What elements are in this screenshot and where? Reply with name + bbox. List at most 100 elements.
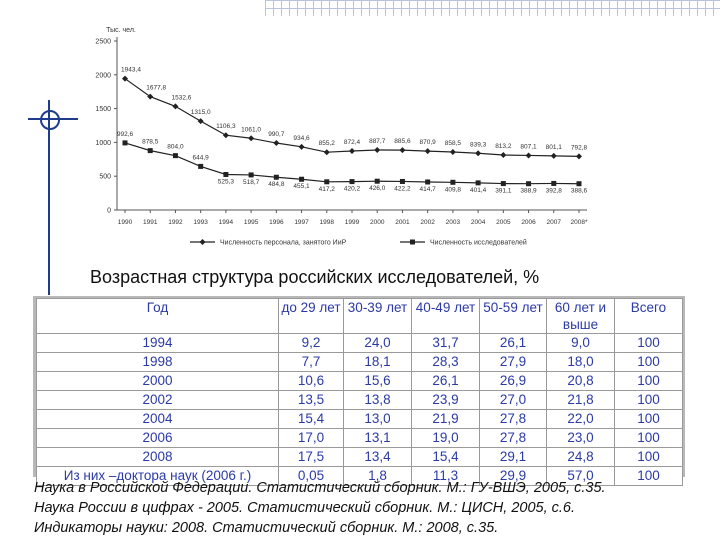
data-point-researchers <box>273 174 279 180</box>
value-cell: 19,0 <box>411 428 480 448</box>
x-tick-label: 1997 <box>294 219 309 226</box>
data-point-researchers <box>324 179 330 185</box>
data-label: 1943,4 <box>121 67 141 74</box>
data-label: 990,7 <box>268 131 285 138</box>
data-point-researchers <box>223 171 229 177</box>
line-chart: Тыс. чел. 0 500 1000 1500 2000 2500 1990 1991 199… <box>95 27 588 247</box>
data-point-personnel <box>500 152 507 159</box>
x-tick-label: 1993 <box>193 219 208 226</box>
table-row: 2008 17,5 13,4 15,4 29,1 24,8 100 <box>36 447 683 467</box>
year-cell: 2000 <box>36 371 279 391</box>
x-tick-label: 1992 <box>168 219 183 226</box>
data-label: 420,2 <box>344 186 361 193</box>
data-label: 414,7 <box>420 186 437 193</box>
grid-background-pattern <box>265 0 720 16</box>
data-point-personnel <box>273 140 280 147</box>
value-cell: 17,0 <box>278 428 344 448</box>
data-point-researchers <box>122 140 128 146</box>
value-cell: 23,0 <box>546 428 615 448</box>
value-cell: 21,9 <box>411 409 480 429</box>
year-cell: 2002 <box>36 390 279 410</box>
value-cell: 15,4 <box>278 409 344 429</box>
x-tick-label: 2000 <box>370 219 385 226</box>
value-cell: 100 <box>614 333 683 353</box>
data-label: 839,3 <box>470 141 487 148</box>
data-label: 804,0 <box>167 144 184 151</box>
data-point-personnel <box>349 148 355 155</box>
value-cell: 13,5 <box>278 390 344 410</box>
value-cell: 13,4 <box>343 447 412 467</box>
data-point-personnel <box>323 149 330 156</box>
value-cell: 100 <box>614 390 683 410</box>
data-label: 858,5 <box>445 140 462 147</box>
value-cell: 13,1 <box>343 428 412 448</box>
data-point-personnel <box>172 103 179 110</box>
data-point-personnel <box>374 146 381 153</box>
header-cell: до 29 лет <box>278 298 344 334</box>
data-point-personnel <box>147 93 154 100</box>
value-cell: 26,1 <box>479 333 547 353</box>
data-label: 409,8 <box>445 186 462 193</box>
y-tick-label: 500 <box>99 174 111 181</box>
data-label: 1532,6 <box>171 94 191 101</box>
data-label: 934,6 <box>293 135 310 142</box>
y-tick-label: 1500 <box>95 106 111 113</box>
x-tick-label: 2002 <box>420 219 435 226</box>
value-cell: 100 <box>614 409 683 429</box>
value-cell: 17,5 <box>278 447 344 467</box>
data-point-researchers <box>576 181 582 187</box>
data-label: 855,2 <box>319 140 336 147</box>
table-row: 2004 15,4 13,0 21,9 27,8 22,0 100 <box>36 409 683 429</box>
value-cell: 11,3 <box>411 466 480 486</box>
value-cell: 27,0 <box>479 390 547 410</box>
x-tick-label: 1998 <box>320 219 335 226</box>
x-tick-label: 1991 <box>143 219 158 226</box>
value-cell: 13,8 <box>343 390 412 410</box>
value-cell: 0,05 <box>278 466 344 486</box>
data-label: 455,1 <box>293 183 310 190</box>
y-tick-label: 1000 <box>95 140 111 147</box>
value-cell: 57,0 <box>546 466 615 486</box>
data-label: 644,9 <box>193 154 210 161</box>
value-cell: 100 <box>614 371 683 391</box>
data-point-personnel <box>222 132 229 139</box>
data-label: 878,5 <box>142 139 159 146</box>
value-cell: 15,6 <box>343 371 412 391</box>
data-point-researchers <box>399 178 405 184</box>
reference-line: Индикаторы науки: 2008. Статистический с… <box>34 520 499 536</box>
value-cell: 31,7 <box>411 333 480 353</box>
data-point-researchers <box>425 179 431 185</box>
value-cell: 100 <box>614 428 683 448</box>
value-cell: 28,3 <box>411 352 480 372</box>
table-row: 1994 9,2 24,0 31,7 26,1 9,0 100 <box>36 333 683 353</box>
legend-marker-personnel <box>199 239 206 245</box>
x-tick-label: 2004 <box>471 219 486 226</box>
table-row: 1998 7,7 18,1 28,3 27,9 18,0 100 <box>36 352 683 372</box>
data-point-personnel <box>424 148 431 155</box>
data-label: 426,0 <box>369 185 386 192</box>
data-label: 417,2 <box>319 186 336 193</box>
data-point-researchers <box>551 180 557 186</box>
header-cell: Всего <box>614 298 683 334</box>
table-row: Из них –доктора наук (2006 г.) 0,05 1,8 11,… <box>36 466 683 486</box>
value-cell: 27,9 <box>479 352 547 372</box>
table-title: Возрастная структура российских исследов… <box>90 267 540 287</box>
data-label: 1061,0 <box>241 126 261 133</box>
value-cell: 100 <box>614 466 683 486</box>
data-label: 392,8 <box>546 187 563 194</box>
value-cell: 15,4 <box>411 447 480 467</box>
data-label: 1106,3 <box>216 123 236 130</box>
x-tick-label: 2001 <box>395 219 410 226</box>
data-point-researchers <box>198 163 204 169</box>
legend-label-researchers: Численность исследователей <box>430 239 527 247</box>
x-tick-label: 1999 <box>345 219 360 226</box>
value-cell: 9,2 <box>278 333 344 353</box>
data-label: 518,7 <box>243 179 260 186</box>
year-cell: 2004 <box>36 409 279 429</box>
data-point-researchers <box>299 176 305 182</box>
legend-marker-researchers <box>410 239 415 245</box>
data-point-researchers <box>374 178 380 184</box>
data-point-personnel <box>248 135 255 142</box>
table-row: 2000 10,6 15,6 26,1 26,9 20,8 100 <box>36 371 683 391</box>
data-point-personnel <box>197 118 204 125</box>
